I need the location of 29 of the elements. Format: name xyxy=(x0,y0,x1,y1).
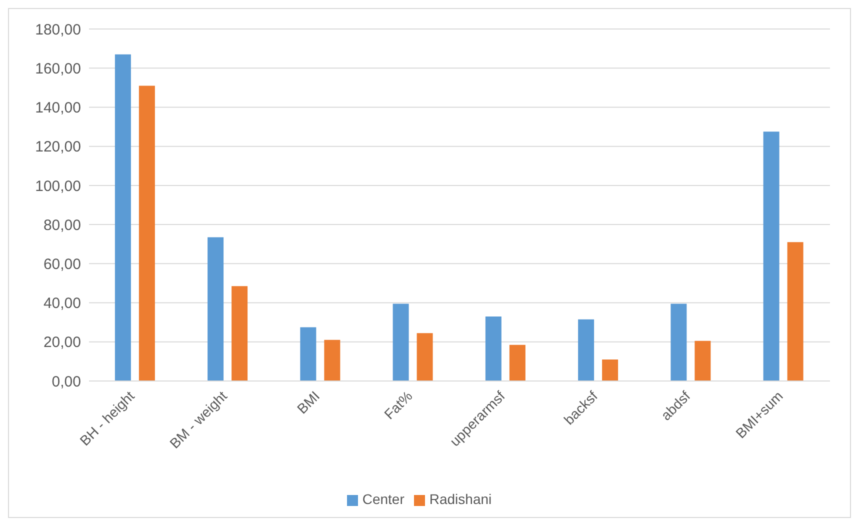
y-tick-label: 100,00 xyxy=(35,178,81,195)
bar xyxy=(787,242,804,381)
y-tick-label: 140,00 xyxy=(35,100,81,117)
y-tick-label: 0,00 xyxy=(52,373,81,390)
bar xyxy=(300,327,316,381)
y-tick-label: 180,00 xyxy=(35,21,81,38)
bar xyxy=(114,54,131,381)
y-tick-label: 80,00 xyxy=(43,216,81,234)
bar xyxy=(602,359,618,381)
bar xyxy=(694,340,711,381)
legend-label: Radishani xyxy=(429,491,492,507)
x-tick-label: BMI xyxy=(294,388,323,417)
bar xyxy=(509,344,526,381)
bar xyxy=(416,333,433,381)
y-tick-label: 120,00 xyxy=(35,138,81,156)
y-tick-label: 160,00 xyxy=(35,60,81,78)
bar xyxy=(578,319,594,381)
y-tick-label: 20,00 xyxy=(43,334,81,352)
bar xyxy=(485,316,502,381)
bar xyxy=(324,340,340,381)
bar xyxy=(138,86,155,381)
bar xyxy=(232,286,248,381)
y-tick-label: 40,00 xyxy=(43,295,81,312)
bar xyxy=(392,304,409,381)
bar xyxy=(670,304,687,381)
y-tick-label: 60,00 xyxy=(43,256,81,273)
bar xyxy=(763,132,780,381)
legend-label: Center xyxy=(362,491,404,507)
bar xyxy=(208,237,224,381)
